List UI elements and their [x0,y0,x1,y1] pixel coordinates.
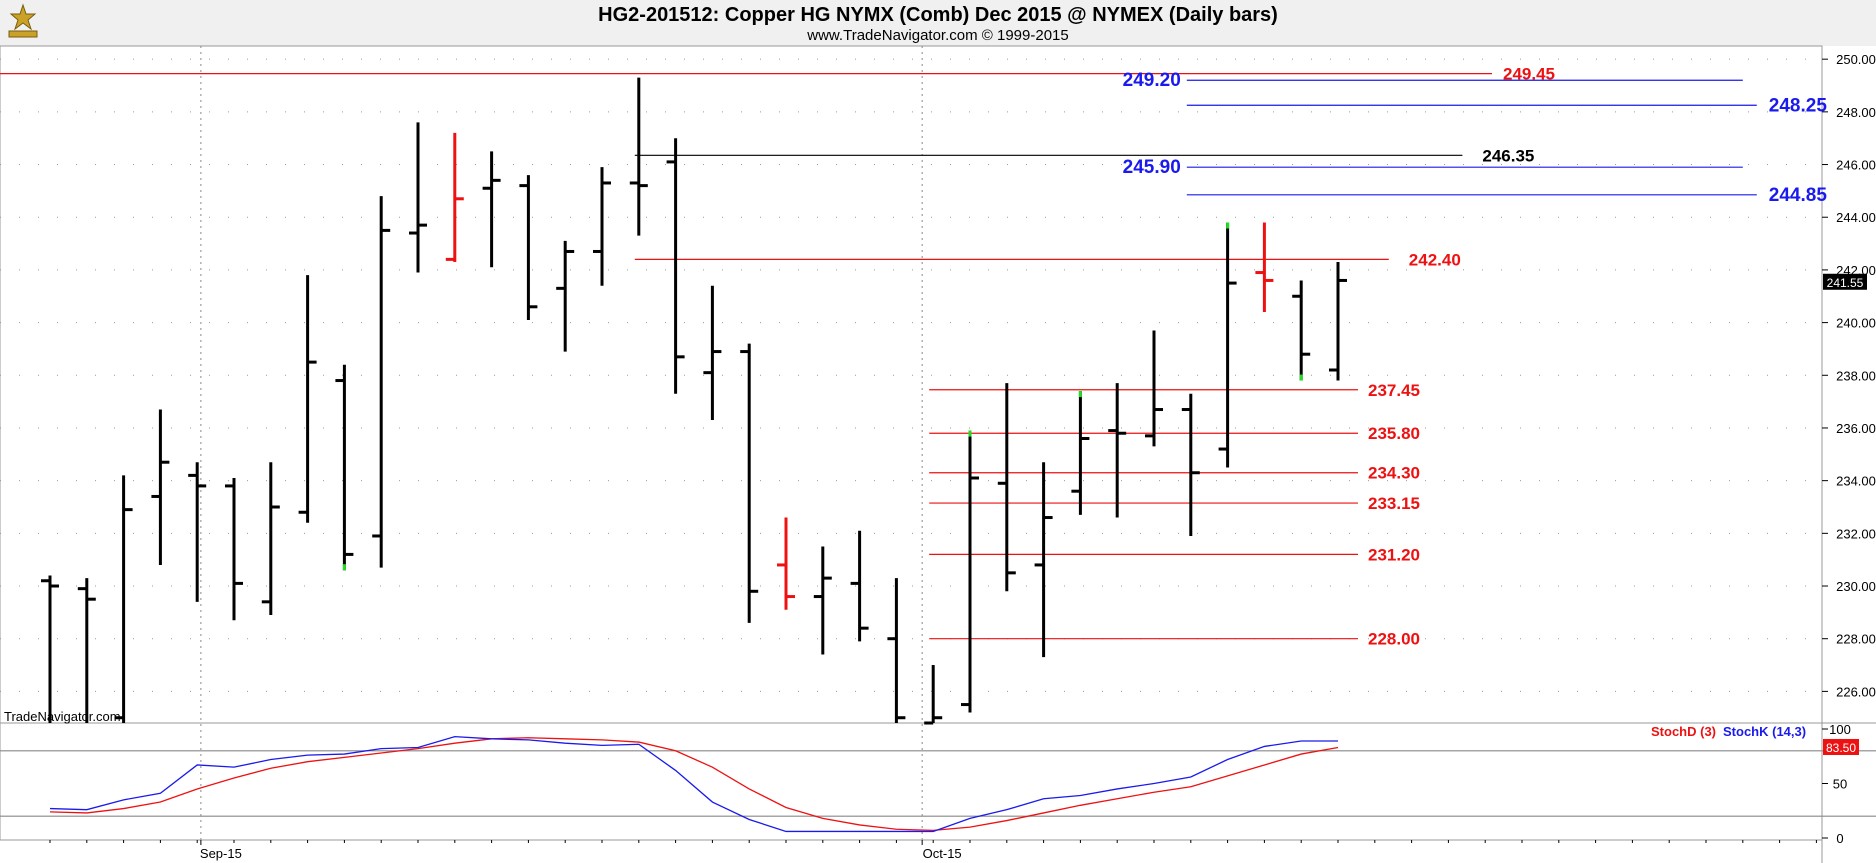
price-bar-11 [445,132,464,263]
level-label-245.90: 245.90 [1123,157,1181,178]
level-label-233.15: 233.15 [1368,494,1420,513]
legend-stoch-k: StochK (14,3) [1723,724,1806,739]
chart-header: HG2-201512: Copper HG NYMX (Comb) Dec 20… [0,0,1876,46]
price-bar-32 [1218,222,1237,468]
price-bar-28 [1071,391,1090,515]
price-bar-19 [740,343,759,623]
price-bar-15 [593,167,611,286]
price-bar-30 [1145,330,1163,447]
stoch-line-1 [49,735,1338,833]
price-bar-31 [1181,393,1200,536]
price-bar-0 [41,575,59,723]
osc-tick-label-2: 100 [1829,722,1851,737]
price-levels: 249.45 249.20 248.25 246.35 245.90 244.85 242.… [0,65,1827,649]
price-bar-23 [887,578,906,723]
last-price-label: 241.55 [1827,276,1864,290]
trade-navigator-logo-icon [3,2,43,40]
price-bar-13 [519,175,538,320]
osc-last-label: 83.50 [1826,741,1856,755]
y-tick-label-5: 236.00 [1836,421,1876,436]
y-tick-label-3: 232.00 [1836,526,1876,541]
level-label-242.40: 242.40 [1409,250,1461,269]
level-label-228.00: 228.00 [1368,630,1420,649]
price-bar-20 [777,517,795,610]
price-bar-24 [924,665,943,725]
watermark-text: TradeNavigator.com [4,709,121,724]
y-tick-label-0: 226.00 [1836,684,1876,699]
osc-tick-label-1: 50 [1833,777,1847,792]
level-label-231.20: 231.20 [1368,545,1420,564]
y-tick-label-10: 246.00 [1836,158,1876,173]
price-bar-5 [225,478,243,621]
level-label-244.85: 244.85 [1769,185,1828,206]
y-tick-label-2: 230.00 [1836,579,1876,594]
y-tick-label-4: 234.00 [1836,474,1876,489]
price-bar-22 [850,530,869,642]
price-bar-14 [556,240,575,352]
price-bars [41,77,1347,725]
osc-tick-label-0: 0 [1836,831,1843,846]
price-bar-17 [666,138,685,394]
level-label-234.30: 234.30 [1368,464,1420,483]
price-bar-9 [372,196,391,568]
price-bar-26 [997,383,1016,592]
stochastic-panel: StochD (3) StochK (14,3) 0 50 100 83.50 [0,722,1876,846]
level-label-248.25: 248.25 [1769,95,1828,116]
price-bar-12 [482,151,501,268]
price-bar-18 [703,285,722,421]
price-bar-2 [114,475,133,723]
level-label-249.45: 249.45 [1503,65,1555,84]
date-axis: Sep-15 Oct-15 [0,839,1822,861]
price-axis: 226.00 228.00 230.00 232.00 234.00 236.00 238.… [1822,52,1876,699]
price-bar-25 [961,430,979,713]
price-bar-1 [77,578,96,723]
plot-frame [0,45,1823,841]
level-label-237.45: 237.45 [1368,381,1420,400]
x-tick-label-1: Oct-15 [923,846,962,861]
price-bar-33 [1255,222,1274,313]
price-bar-27 [1034,462,1053,658]
price-bar-29 [1108,383,1127,518]
level-label-246.35: 246.35 [1482,146,1534,165]
price-bar-3 [151,409,170,565]
y-tick-label-11: 248.00 [1836,105,1876,120]
price-bar-16 [629,77,648,236]
price-bar-6 [261,462,280,615]
x-tick-label-0: Sep-15 [200,846,242,861]
y-tick-label-1: 228.00 [1836,632,1876,647]
y-tick-label-7: 240.00 [1836,316,1876,331]
grid [0,45,1876,863]
osc-last-badge [1823,738,1859,755]
level-label-249.20: 249.20 [1123,70,1181,91]
y-tick-label-6: 238.00 [1836,368,1876,383]
price-bar-35 [1329,262,1347,381]
price-bar-8 [335,364,354,571]
price-bar-34 [1292,280,1311,381]
y-tick-label-9: 244.00 [1836,210,1876,225]
price-bar-10 [409,122,427,273]
legend-stoch-d: StochD (3) [1651,724,1716,739]
price-bar-7 [298,275,317,523]
chart-title: HG2-201512: Copper HG NYMX (Comb) Dec 20… [598,4,1278,26]
level-label-235.80: 235.80 [1368,424,1420,443]
price-bar-4 [188,462,207,602]
last-price-badge [1823,273,1867,290]
price-bar-21 [813,546,832,655]
y-tick-label-12: 250.00 [1836,52,1876,67]
chart-subtitle: www.TradeNavigator.com © 1999-2015 [807,27,1069,44]
stoch-line-0 [49,737,1339,832]
